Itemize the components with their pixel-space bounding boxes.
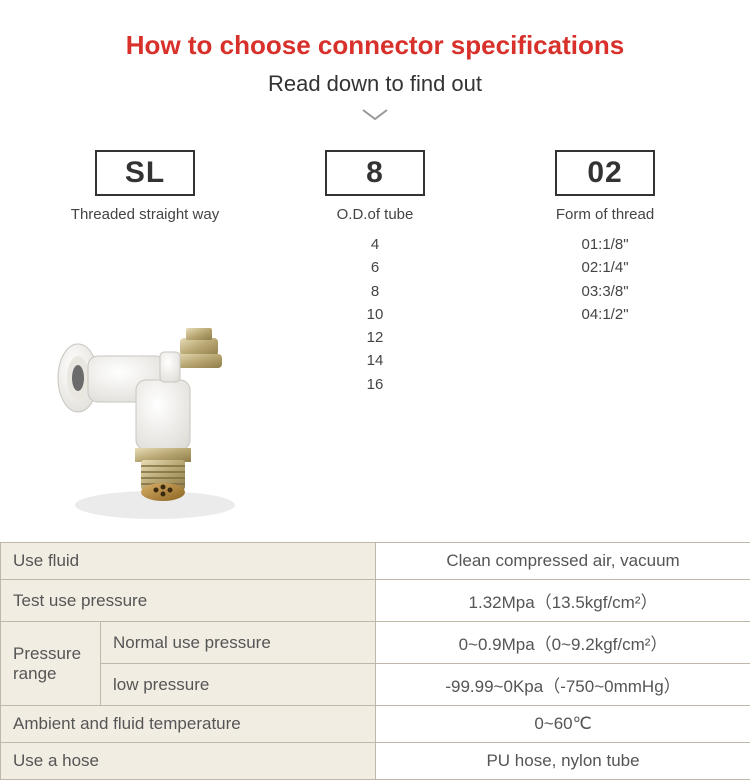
spec-label: Ambient and fluid temperature <box>1 706 376 743</box>
spec-value: 0~0.9Mpa（0~9.2kgf/cm²） <box>376 622 750 664</box>
code-box: SL <box>95 150 195 196</box>
code-value: 4 <box>367 233 384 256</box>
table-row: Ambient and fluid temperature 0~60℃ <box>1 706 750 743</box>
code-value: 12 <box>367 326 384 349</box>
code-label: Threaded straight way <box>71 206 219 223</box>
table-row: low pressure -99.99~0Kpa（-750~0mmHg） <box>1 664 750 706</box>
table-row: Use fluid Clean compressed air, vacuum <box>1 543 750 580</box>
spec-label: Test use pressure <box>1 580 376 622</box>
product-image <box>40 300 270 530</box>
code-col-thread: 02 Form of thread 01:1/8" 02:1/4" 03:3/8… <box>525 150 685 396</box>
code-value: 10 <box>367 303 384 326</box>
code-value: 03:3/8" <box>581 280 628 303</box>
page-title: How to choose connector specifications <box>0 30 750 61</box>
spec-value: -99.99~0Kpa（-750~0mmHg） <box>376 664 750 706</box>
spec-label: Use a hose <box>1 743 376 780</box>
code-label: O.D.of tube <box>337 206 414 223</box>
table-row: Use a hose PU hose, nylon tube <box>1 743 750 780</box>
page-subtitle: Read down to find out <box>0 71 750 97</box>
chevron-down-icon <box>0 105 750 128</box>
spec-table: Use fluid Clean compressed air, vacuum T… <box>0 542 750 780</box>
code-values: 4 6 8 10 12 14 16 <box>367 233 384 396</box>
code-box: 02 <box>555 150 655 196</box>
spec-label: Normal use pressure <box>101 622 376 664</box>
table-row: Pressure range Normal use pressure 0~0.9… <box>1 622 750 664</box>
spec-value: PU hose, nylon tube <box>376 743 750 780</box>
code-value: 04:1/2" <box>581 303 628 326</box>
spec-group-label: Pressure range <box>1 622 101 706</box>
code-values: 01:1/8" 02:1/4" 03:3/8" 04:1/2" <box>581 233 628 326</box>
spec-label: Use fluid <box>1 543 376 580</box>
code-box: 8 <box>325 150 425 196</box>
code-value: 01:1/8" <box>581 233 628 256</box>
spec-value: 1.32Mpa（13.5kgf/cm²） <box>376 580 750 622</box>
spec-value: Clean compressed air, vacuum <box>376 543 750 580</box>
code-value: 14 <box>367 349 384 372</box>
spec-label: low pressure <box>101 664 376 706</box>
table-row: Test use pressure 1.32Mpa（13.5kgf/cm²） <box>1 580 750 622</box>
spec-value: 0~60℃ <box>376 706 750 743</box>
code-value: 8 <box>367 280 384 303</box>
code-value: 02:1/4" <box>581 256 628 279</box>
code-label: Form of thread <box>556 206 654 223</box>
code-value: 16 <box>367 373 384 396</box>
code-value: 6 <box>367 256 384 279</box>
code-col-od: 8 O.D.of tube 4 6 8 10 12 14 16 <box>295 150 455 396</box>
